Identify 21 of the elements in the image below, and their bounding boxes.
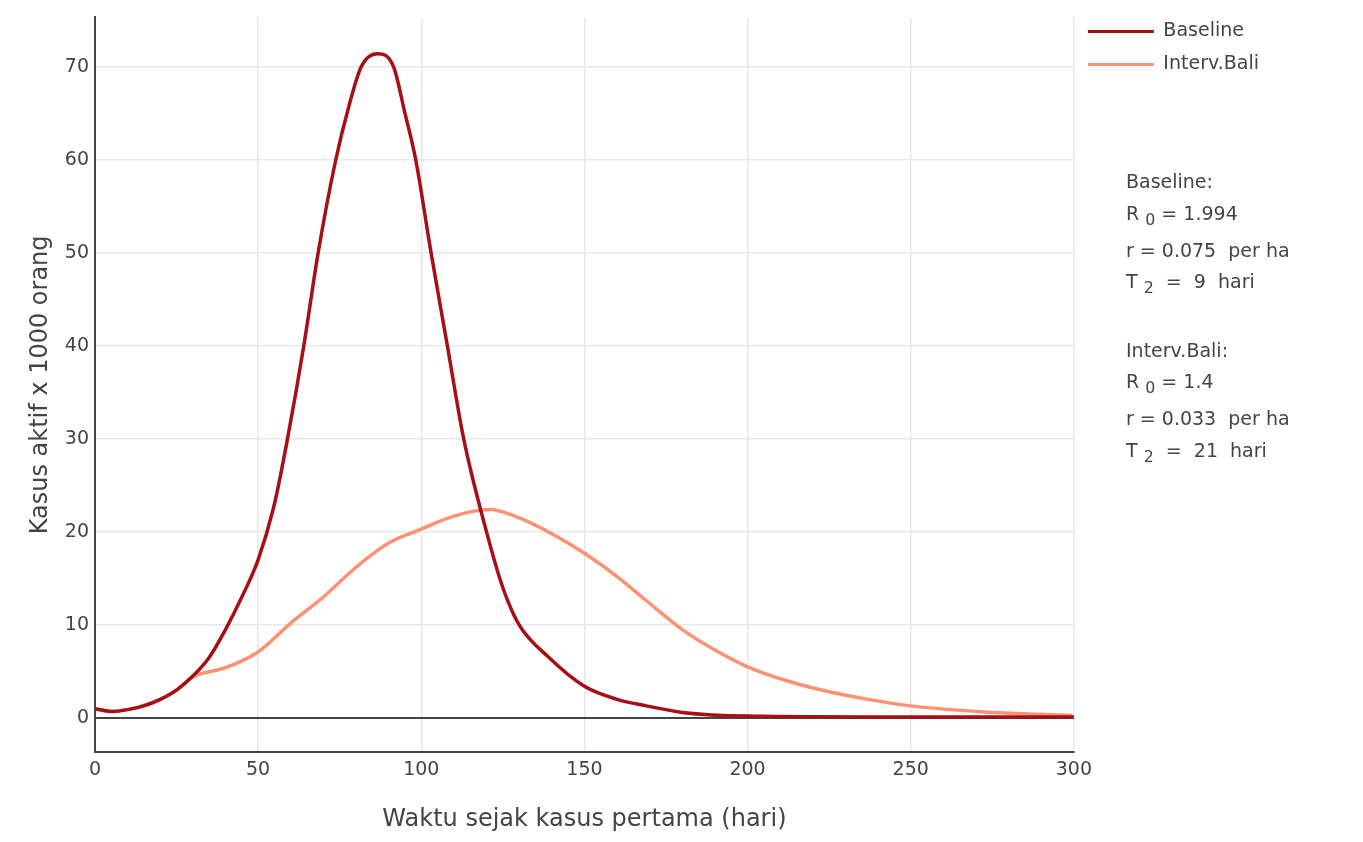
y-tick-label: 40 — [64, 332, 89, 355]
x-tick-label: 50 — [246, 756, 271, 779]
y-tick-label: 30 — [64, 425, 89, 448]
line-series — [94, 51, 1074, 719]
legend-label: Interv.Bali — [1163, 51, 1259, 74]
y-tick-label: 20 — [64, 518, 89, 541]
y-tick-label: 0 — [76, 704, 89, 727]
x-tick-label: 100 — [403, 756, 440, 779]
x-tick-label: 150 — [566, 756, 603, 779]
x-axis-title: Waktu sejak kasus pertama (hari) — [382, 803, 787, 832]
y-axis-title: Kasus aktif x 1000 orang — [24, 235, 53, 535]
x-tick-label: 200 — [729, 756, 766, 779]
y-tick-label: 60 — [64, 146, 89, 169]
text: Baseline: R $_{0}$ = 1.994 r = 0.075 per ha T $_{2}$ = 9 hari — [1126, 169, 1290, 300]
y-tick-label: 50 — [64, 239, 89, 262]
text: Interv.Bali: R $_{0}$ = 1.4 r = 0.033 per ha T $_{2}$ = 21 hari — [1126, 337, 1290, 468]
legend-label: Baseline — [1163, 18, 1244, 41]
y-tick-label: 10 — [64, 611, 89, 634]
y-tick-label: 70 — [64, 53, 89, 76]
x-tick-label: 250 — [892, 756, 929, 779]
x-tick-label: 300 — [1055, 756, 1092, 779]
